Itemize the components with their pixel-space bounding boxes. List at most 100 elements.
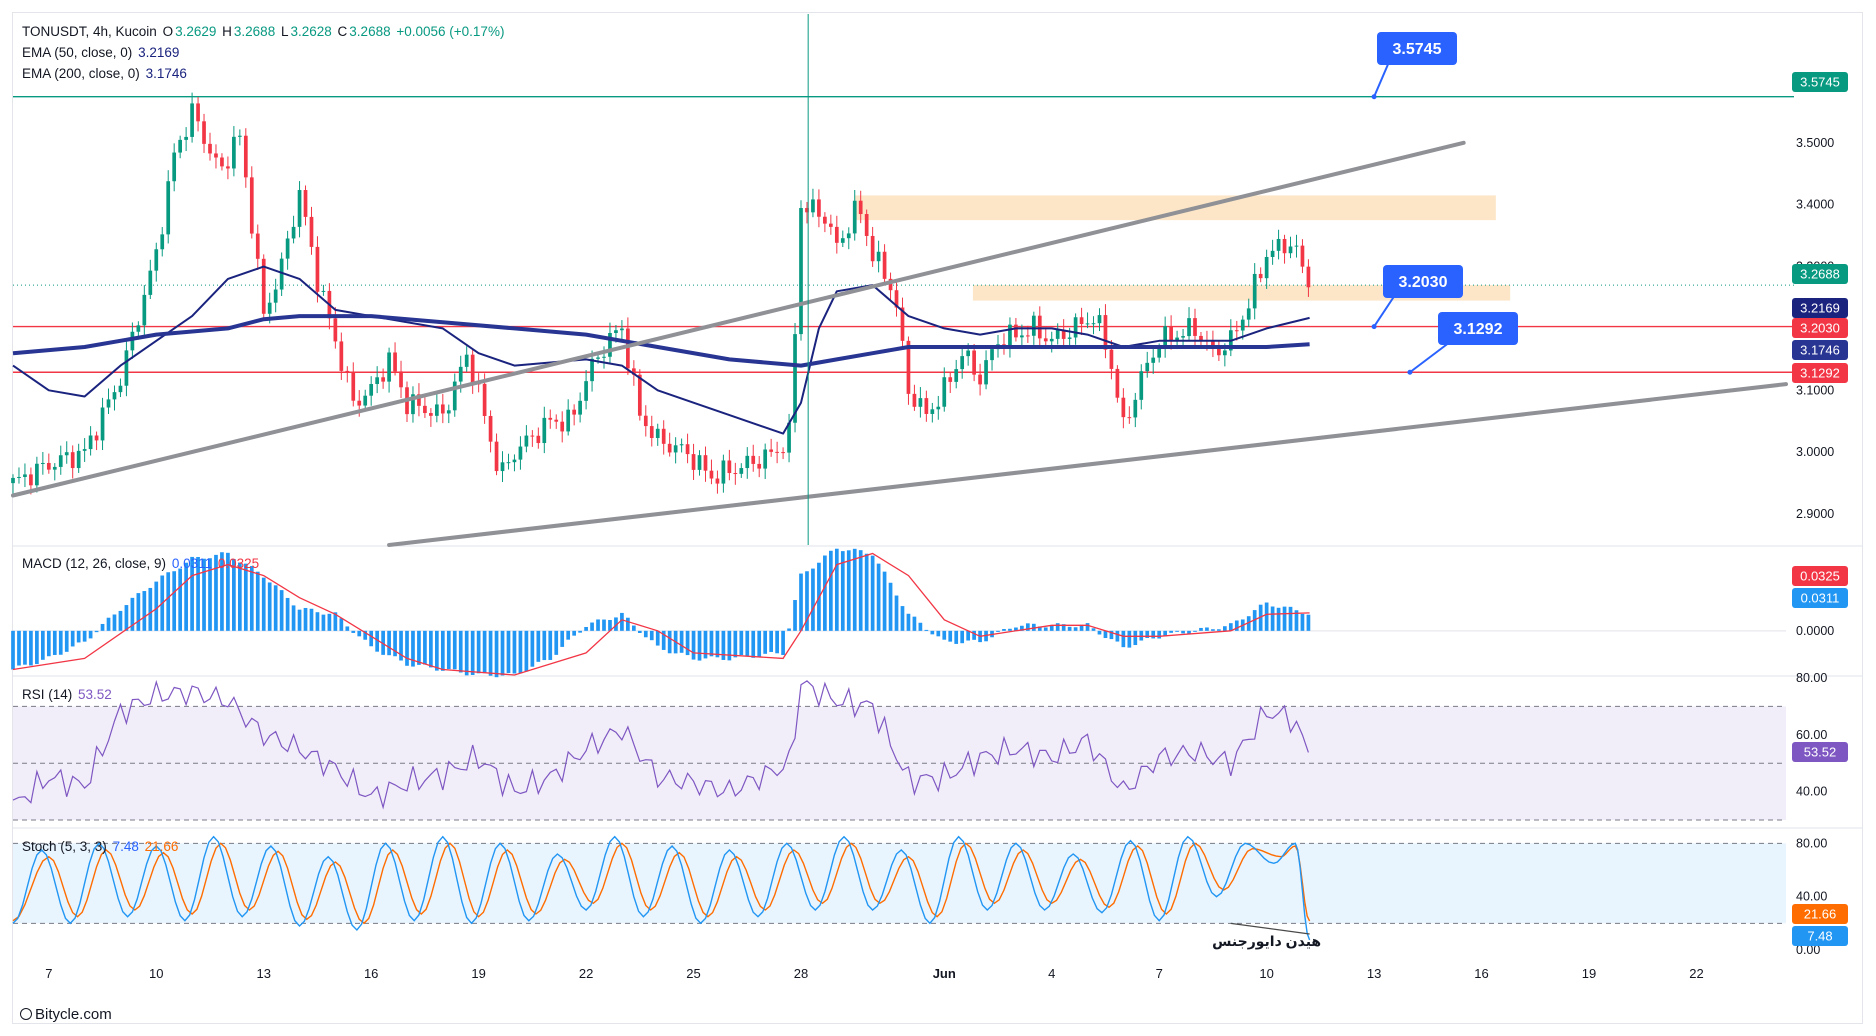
macd-histogram-bar (608, 619, 612, 631)
candle-body (1115, 368, 1120, 398)
date-tick-label: 16 (1474, 966, 1488, 981)
macd-histogram-bar (23, 630, 27, 665)
candle-body (805, 208, 809, 213)
macd-histogram-bar (285, 597, 290, 631)
macd-histogram-bar (1270, 606, 1275, 631)
candle-body (667, 443, 672, 453)
candle-body (960, 356, 965, 370)
macd-histogram-bar (1037, 626, 1042, 631)
candle-body (190, 103, 194, 137)
macd-histogram-bar (327, 613, 332, 631)
candle-body (148, 270, 153, 295)
callout-mid-box (1383, 265, 1463, 298)
brand-watermark[interactable]: Bitycle.com (20, 1006, 112, 1023)
date-tick-label: 19 (1582, 966, 1596, 981)
macd-histogram-bar (667, 630, 672, 654)
candle-body (697, 455, 702, 470)
macd-legend[interactable]: MACD (12, 26, close, 9) 0.0311 0.0325 (22, 556, 261, 571)
symbol-legend[interactable]: TONUSDT, 4h, Kucoin O 3.2629 H 3.2688 L 3.2… (22, 24, 506, 39)
macd-histogram-bar (918, 622, 923, 631)
macd-histogram-bar (363, 630, 368, 640)
macd-histogram-bar (631, 625, 636, 631)
ohlc-open-label: O (162, 24, 174, 39)
ema200-legend[interactable]: EMA (200, close, 0) 3.1746 (22, 66, 189, 81)
ema200-label: EMA (200, close, 0) (22, 66, 140, 81)
macd-histogram-bar (1121, 630, 1126, 648)
supply-demand-zone (854, 195, 1496, 221)
callout-top-box (1377, 32, 1457, 65)
candle-body (626, 328, 630, 369)
candle-body (864, 214, 869, 236)
macd-label: MACD (12, 26, close, 9) (22, 556, 167, 571)
macd-histogram-bar (184, 562, 188, 631)
macd-histogram-bar (1115, 630, 1120, 642)
macd-histogram-bar (1103, 630, 1108, 639)
macd-histogram-bar (912, 616, 917, 631)
candle-body (1121, 397, 1126, 418)
candle-body (321, 290, 326, 292)
macd-histogram-bar (446, 630, 451, 670)
macd-histogram-bar (291, 605, 296, 631)
candle-body (536, 435, 541, 444)
candle-body (393, 352, 397, 372)
macd-histogram-bar (984, 630, 988, 642)
ohlc-change: +0.0056 (+0.17%) (396, 24, 505, 39)
date-tick-label: 7 (1156, 966, 1163, 981)
stoch-label: Stoch (5, 3, 3) (22, 839, 107, 854)
macd-histogram-bar (1264, 602, 1269, 631)
candle-body (291, 226, 296, 239)
candle-body (363, 395, 368, 406)
price-axis-label-bg (1792, 363, 1848, 383)
macd-histogram-bar (614, 617, 618, 631)
macd-histogram-bar (309, 608, 314, 631)
macd-axis-label-bg (1792, 566, 1848, 586)
macd-histogram-bar (942, 630, 947, 640)
macd-histogram-bar (811, 568, 815, 631)
candle-body (1097, 315, 1102, 324)
stoch-legend[interactable]: Stoch (5, 3, 3) 7.48 21.66 (22, 839, 180, 854)
callout-mid-anchor (1371, 324, 1377, 330)
candle-body (733, 473, 738, 475)
candle-body (136, 325, 141, 332)
rsi-legend[interactable]: RSI (14) 53.52 (22, 687, 114, 702)
candle-body (184, 136, 188, 140)
candle-body (23, 474, 27, 477)
candle-body (936, 406, 941, 410)
price-tick-label: 3.5000 (1796, 136, 1834, 150)
macd-histogram-bar (548, 630, 553, 660)
symbol-line: TONUSDT, 4h, Kucoin (22, 24, 157, 39)
ema50-legend[interactable]: EMA (50, close, 0) 3.2169 (22, 45, 181, 60)
ohlc-close: 3.2688 (349, 24, 391, 39)
candle-body (160, 234, 165, 250)
macd-histogram-bar (1276, 607, 1281, 631)
price-axis-label: 3.5745 (1800, 75, 1840, 90)
rsi-label: RSI (14) (22, 687, 73, 702)
candle-body (279, 258, 284, 290)
candle-body (46, 462, 51, 470)
macd-histogram-bar (679, 630, 684, 653)
macd-histogram-bar (488, 630, 493, 676)
candle-body (88, 435, 93, 450)
callout-mid-pointer (1373, 294, 1396, 328)
macd-histogram-bar (100, 623, 105, 631)
macd-histogram-bar (1282, 606, 1287, 631)
candle-body (226, 166, 230, 169)
candle-body (214, 153, 218, 158)
stoch-axis-label: 7.48 (1807, 929, 1832, 944)
candle-body (345, 370, 350, 373)
candle-body (793, 334, 797, 423)
candle-body (1222, 350, 1227, 356)
candle-body (470, 354, 475, 384)
macd-histogram-bar (518, 630, 523, 674)
macd-histogram-bar (452, 630, 457, 670)
date-tick-label: Jun (933, 966, 956, 981)
candle-body (357, 400, 362, 406)
macd-histogram-bar (703, 630, 708, 659)
candle-body (608, 332, 612, 357)
candle-body (1199, 335, 1203, 341)
macd-histogram-bar (1300, 613, 1305, 631)
stoch-tick-label: 40.00 (1796, 890, 1827, 904)
macd-histogram-bar (500, 630, 505, 676)
date-tick-label: 10 (149, 966, 163, 981)
